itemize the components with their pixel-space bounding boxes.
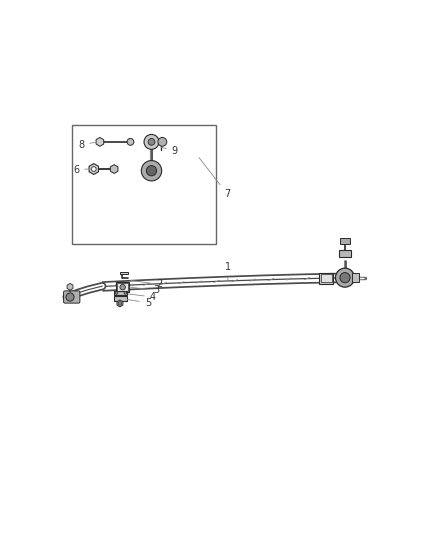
Circle shape <box>92 167 96 172</box>
Text: 6: 6 <box>73 165 92 175</box>
Circle shape <box>144 134 159 149</box>
Circle shape <box>118 302 122 305</box>
Circle shape <box>127 139 134 146</box>
Bar <box>114 296 127 301</box>
Bar <box>352 273 359 282</box>
Circle shape <box>336 268 354 287</box>
Polygon shape <box>89 164 99 174</box>
Bar <box>116 282 129 292</box>
Circle shape <box>148 139 155 146</box>
Bar <box>114 290 127 295</box>
FancyBboxPatch shape <box>64 291 80 303</box>
Text: 8: 8 <box>78 140 96 150</box>
Circle shape <box>66 293 74 301</box>
Text: 9: 9 <box>161 147 178 156</box>
Circle shape <box>340 272 350 282</box>
Polygon shape <box>110 165 118 173</box>
Polygon shape <box>67 284 73 290</box>
Polygon shape <box>117 300 123 307</box>
Bar <box>321 274 332 282</box>
Bar <box>319 273 333 284</box>
Bar <box>339 250 351 257</box>
Bar <box>120 271 128 274</box>
Circle shape <box>158 138 167 146</box>
Text: 3: 3 <box>130 285 159 295</box>
Bar <box>72 125 216 244</box>
Text: 1: 1 <box>225 262 231 280</box>
Circle shape <box>115 292 118 294</box>
Circle shape <box>141 160 162 181</box>
Text: 5: 5 <box>127 298 151 308</box>
Polygon shape <box>96 138 104 146</box>
Bar <box>340 238 350 244</box>
Text: 4: 4 <box>128 292 156 302</box>
Circle shape <box>120 285 125 290</box>
Text: 7: 7 <box>199 158 231 199</box>
Bar <box>117 284 128 291</box>
Text: 2: 2 <box>131 279 163 289</box>
Circle shape <box>124 292 127 294</box>
Circle shape <box>146 166 156 176</box>
